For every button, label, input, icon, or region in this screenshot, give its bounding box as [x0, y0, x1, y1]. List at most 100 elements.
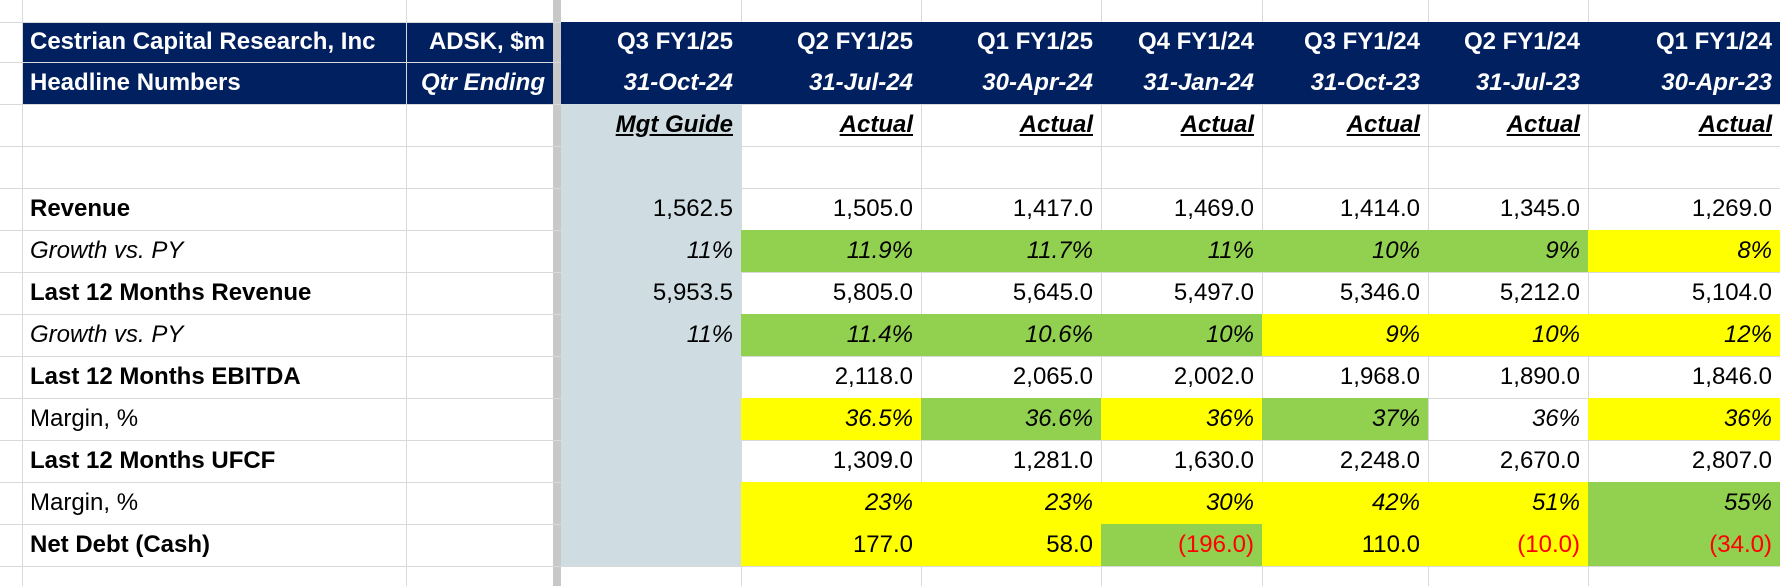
period-date-header[interactable]: 31-Jul-23: [1428, 62, 1588, 104]
data-cell[interactable]: 11%: [686, 237, 733, 264]
period-quarter-header[interactable]: Q2 FY1/24: [1428, 22, 1588, 62]
data-cell[interactable]: 2,065.0: [1012, 363, 1093, 390]
grid-line-v: [921, 0, 922, 586]
data-cell[interactable]: 5,805.0: [832, 279, 913, 306]
data-cell[interactable]: 23%: [741, 482, 921, 524]
grid-line-v: [1588, 0, 1589, 586]
data-cell[interactable]: 1,309.0: [832, 447, 913, 474]
data-cell[interactable]: [561, 482, 741, 524]
data-cell[interactable]: 110.0: [1262, 524, 1428, 566]
row-label[interactable]: Last 12 Months EBITDA: [30, 363, 301, 390]
data-cell[interactable]: 1,846.0: [1691, 363, 1772, 390]
frozen-pane-divider[interactable]: [553, 0, 561, 586]
data-cell[interactable]: 5,346.0: [1339, 279, 1420, 306]
data-cell[interactable]: 5,497.0: [1173, 279, 1254, 306]
data-cell[interactable]: 1,269.0: [1691, 195, 1772, 222]
data-cell[interactable]: 5,645.0: [1012, 279, 1093, 306]
data-cell[interactable]: [561, 440, 741, 482]
actual-label[interactable]: Actual: [1346, 111, 1420, 138]
actual-label[interactable]: Actual: [839, 111, 913, 138]
data-cell[interactable]: 1,417.0: [1012, 195, 1093, 222]
data-cell[interactable]: 2,002.0: [1173, 363, 1254, 390]
data-cell[interactable]: 1,890.0: [1499, 363, 1580, 390]
data-cell[interactable]: 36%: [1101, 398, 1262, 440]
data-cell[interactable]: 11.9%: [741, 230, 921, 272]
data-cell[interactable]: 9%: [1262, 314, 1428, 356]
data-cell[interactable]: 5,212.0: [1499, 279, 1580, 306]
data-cell[interactable]: 1,630.0: [1173, 447, 1254, 474]
data-cell[interactable]: 37%: [1262, 398, 1428, 440]
data-cell[interactable]: 11%: [686, 321, 733, 348]
row-label[interactable]: Last 12 Months UFCF: [30, 447, 276, 474]
actual-label[interactable]: Actual: [1180, 111, 1254, 138]
row-label[interactable]: Margin, %: [30, 405, 139, 432]
data-cell[interactable]: (34.0): [1588, 524, 1780, 566]
data-cell[interactable]: 36.6%: [921, 398, 1101, 440]
period-date-header[interactable]: 31-Jul-24: [741, 62, 921, 104]
period-quarter-header[interactable]: Q3 FY1/25: [561, 22, 741, 62]
data-cell[interactable]: 2,248.0: [1339, 447, 1420, 474]
row-label[interactable]: Margin, %: [30, 489, 139, 516]
data-cell[interactable]: 11.7%: [921, 230, 1101, 272]
data-cell[interactable]: 10%: [1428, 314, 1588, 356]
mgt-guide-label[interactable]: Mgt Guide: [615, 111, 733, 138]
actual-label[interactable]: Actual: [1698, 111, 1772, 138]
data-cell[interactable]: 1,345.0: [1499, 195, 1580, 222]
data-cell[interactable]: 10%: [1101, 314, 1262, 356]
data-cell[interactable]: 36%: [1588, 398, 1780, 440]
period-quarter-header[interactable]: Q2 FY1/25: [741, 22, 921, 62]
row-label[interactable]: Revenue: [30, 195, 131, 222]
data-cell[interactable]: (196.0): [1101, 524, 1262, 566]
period-date-header[interactable]: 31-Jan-24: [1101, 62, 1262, 104]
data-cell[interactable]: 36%: [1531, 405, 1580, 432]
actual-label[interactable]: Actual: [1019, 111, 1093, 138]
data-cell[interactable]: 2,807.0: [1691, 447, 1772, 474]
ticker-label: ADSK, $m: [406, 22, 553, 62]
data-cell[interactable]: 42%: [1262, 482, 1428, 524]
period-quarter-header[interactable]: Q4 FY1/24: [1101, 22, 1262, 62]
period-date-header[interactable]: 30-Apr-23: [1588, 62, 1780, 104]
row-label[interactable]: Last 12 Months Revenue: [30, 279, 312, 306]
data-cell[interactable]: 10.6%: [921, 314, 1101, 356]
data-cell[interactable]: 2,670.0: [1499, 447, 1580, 474]
data-cell[interactable]: 12%: [1588, 314, 1780, 356]
data-cell[interactable]: [561, 398, 741, 440]
data-cell[interactable]: [561, 524, 741, 566]
data-cell[interactable]: 11.4%: [741, 314, 921, 356]
grid-line-h: [0, 356, 1780, 357]
data-cell[interactable]: 55%: [1588, 482, 1780, 524]
grid-line-h: [0, 272, 1780, 273]
data-cell[interactable]: 30%: [1101, 482, 1262, 524]
data-cell[interactable]: 10%: [1262, 230, 1428, 272]
row-label[interactable]: Growth vs. PY: [30, 321, 184, 348]
data-cell[interactable]: 1,469.0: [1173, 195, 1254, 222]
data-cell[interactable]: 9%: [1428, 230, 1588, 272]
data-cell[interactable]: (10.0): [1428, 524, 1588, 566]
data-cell[interactable]: 1,281.0: [1012, 447, 1093, 474]
period-date-header[interactable]: 30-Apr-24: [921, 62, 1101, 104]
data-cell[interactable]: 2,118.0: [834, 363, 913, 390]
data-cell[interactable]: [561, 356, 741, 398]
data-cell[interactable]: 177.0: [741, 524, 921, 566]
data-cell[interactable]: 58.0: [921, 524, 1101, 566]
headline-numbers-label: Headline Numbers: [22, 62, 406, 104]
period-quarter-header[interactable]: Q1 FY1/24: [1588, 22, 1780, 62]
data-cell[interactable]: 1,505.0: [832, 195, 913, 222]
data-cell[interactable]: 36.5%: [741, 398, 921, 440]
actual-label[interactable]: Actual: [1506, 111, 1580, 138]
data-cell[interactable]: 1,968.0: [1339, 363, 1420, 390]
row-label[interactable]: Net Debt (Cash): [30, 531, 211, 558]
period-date-header[interactable]: 31-Oct-24: [561, 62, 741, 104]
data-cell[interactable]: 23%: [921, 482, 1101, 524]
data-cell[interactable]: 11%: [1101, 230, 1262, 272]
data-cell[interactable]: 1,414.0: [1339, 195, 1420, 222]
period-date-header[interactable]: 31-Oct-23: [1262, 62, 1428, 104]
row-label[interactable]: Growth vs. PY: [30, 237, 184, 264]
data-cell[interactable]: 8%: [1588, 230, 1780, 272]
data-cell[interactable]: 5,953.5: [652, 279, 733, 306]
period-quarter-header[interactable]: Q1 FY1/25: [921, 22, 1101, 62]
data-cell[interactable]: 1,562.5: [652, 195, 733, 222]
data-cell[interactable]: 5,104.0: [1691, 279, 1772, 306]
period-quarter-header[interactable]: Q3 FY1/24: [1262, 22, 1428, 62]
data-cell[interactable]: 51%: [1428, 482, 1588, 524]
